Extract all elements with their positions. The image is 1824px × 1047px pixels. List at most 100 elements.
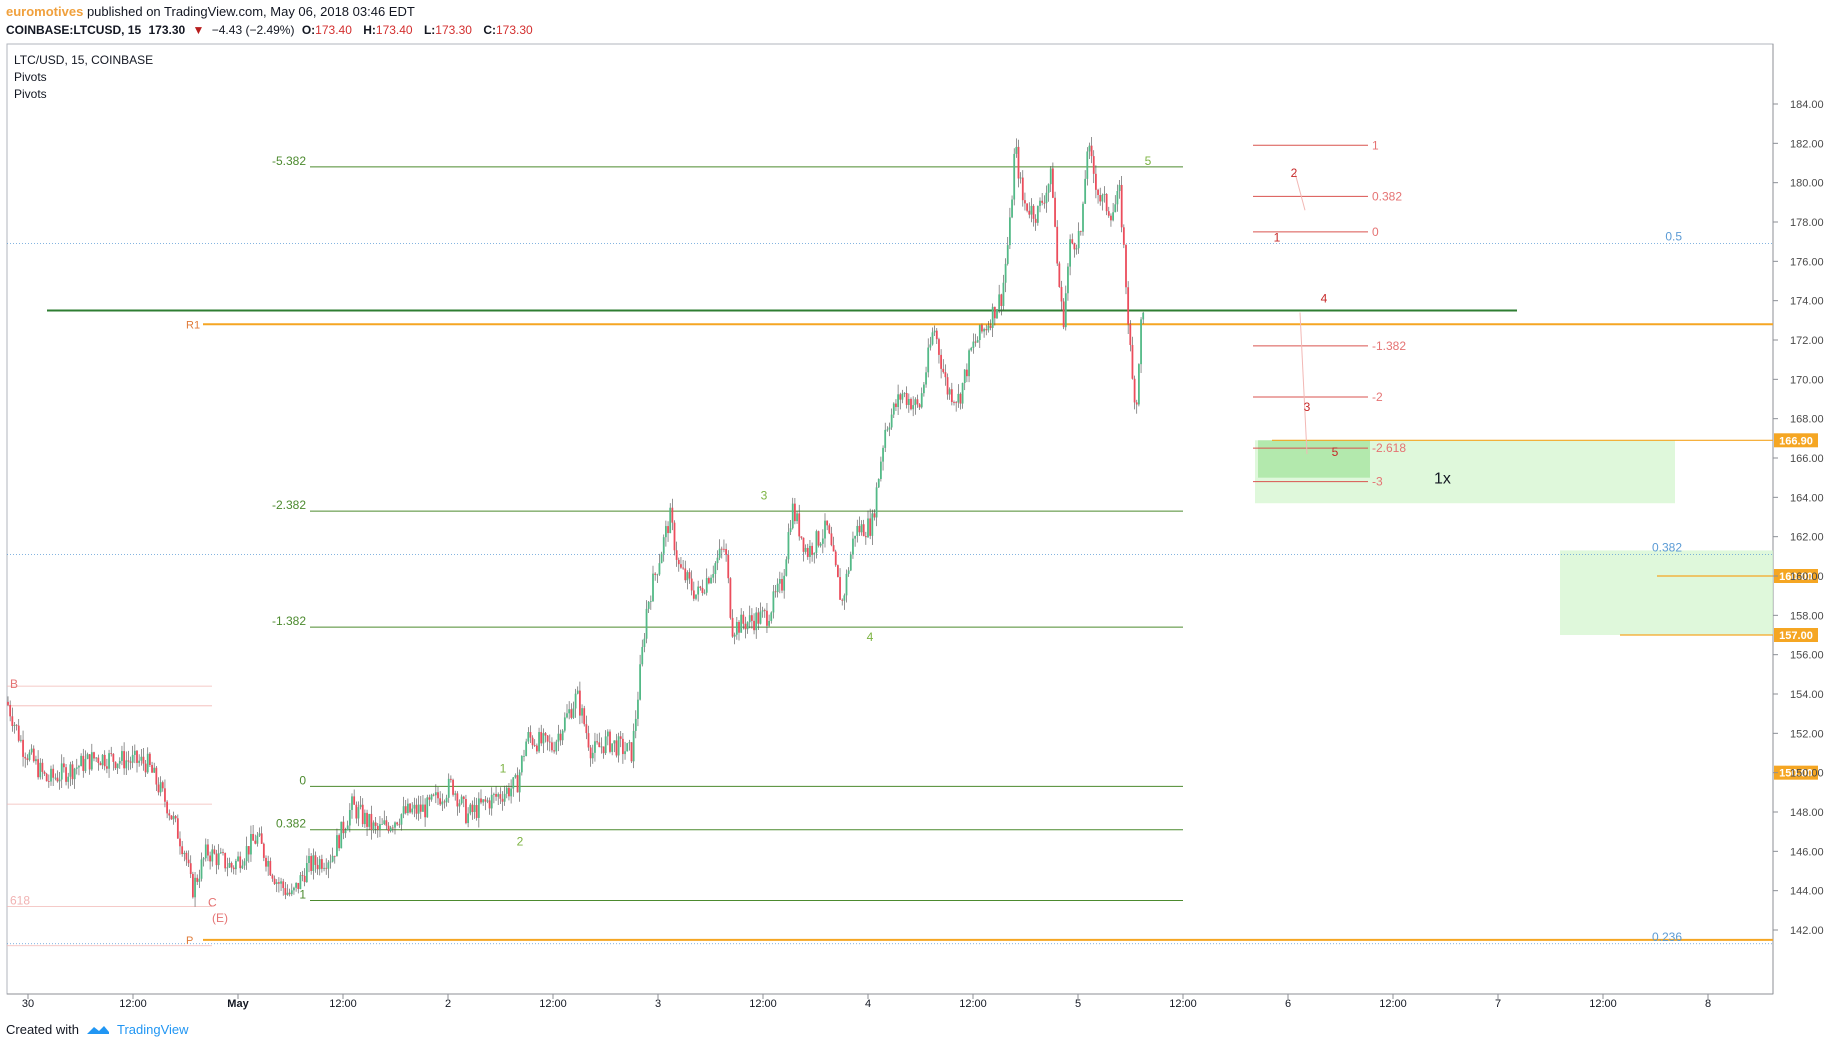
- candle-body: [110, 753, 113, 754]
- candle-body: [763, 610, 766, 612]
- candle-body: [740, 614, 743, 633]
- candle-body: [555, 741, 558, 752]
- x-tick-label: 3: [655, 998, 661, 1010]
- author-name[interactable]: euromotives: [6, 4, 84, 19]
- candle-body: [493, 793, 495, 795]
- candle-body: [1028, 210, 1031, 215]
- candle-body: [99, 762, 102, 766]
- fib-green-label: 1: [299, 888, 306, 902]
- candle-body: [570, 709, 573, 718]
- ohlc-close: C:173.30: [483, 23, 533, 37]
- pivot-r1-label: R1: [186, 319, 200, 331]
- candle-body: [1084, 178, 1087, 204]
- candle-body: [336, 835, 338, 857]
- candle-body: [47, 781, 50, 782]
- candle-body: [159, 782, 162, 793]
- candle-body: [656, 574, 659, 576]
- candle-body: [768, 620, 770, 626]
- candle-body: [1142, 312, 1145, 320]
- candle-body: [118, 760, 121, 764]
- x-tick-label: 2: [445, 998, 451, 1010]
- candle-body: [1133, 378, 1136, 403]
- candle-body: [1129, 324, 1132, 345]
- y-tick-label: 150.00: [1790, 768, 1824, 780]
- drawing-lines: [7, 144, 1773, 947]
- candle-body: [686, 572, 689, 581]
- candle-body: [430, 794, 433, 800]
- fib-red-label: -2.618: [1372, 441, 1406, 455]
- candle-body: [432, 794, 435, 796]
- candle-body: [52, 768, 55, 778]
- candle-body: [669, 507, 672, 534]
- candle-body: [576, 690, 579, 694]
- candle-body: [729, 578, 732, 618]
- candle-body: [916, 399, 919, 405]
- candle-body: [1034, 218, 1037, 223]
- candle-body: [837, 565, 839, 578]
- candle-body: [772, 591, 775, 613]
- candle-body: [497, 794, 500, 797]
- candle-body: [394, 822, 396, 828]
- candle-body: [1077, 230, 1080, 249]
- x-tick-label: 6: [1285, 998, 1291, 1010]
- candle-body: [106, 766, 108, 769]
- legend-indicator-2[interactable]: Pivots: [14, 87, 47, 101]
- candle-body: [510, 788, 512, 797]
- candle-body: [748, 615, 751, 623]
- candle-body: [88, 754, 91, 770]
- candle-body: [65, 767, 67, 782]
- x-tick-label: 5: [1075, 998, 1081, 1010]
- candle-body: [20, 739, 22, 741]
- candle-body: [940, 354, 942, 369]
- wave-label-red: 1: [1274, 231, 1281, 245]
- symbol-line: COINBASE:LTCUSD, 15: [6, 23, 142, 37]
- candle-body: [1062, 301, 1065, 328]
- candle-body: [692, 590, 695, 599]
- candle-body: [862, 524, 865, 537]
- candle-body: [499, 794, 502, 799]
- candle-body: [923, 384, 925, 394]
- candle-body: [557, 733, 560, 742]
- candle-body: [912, 405, 915, 410]
- candle-body: [71, 764, 74, 780]
- candle-body: [366, 812, 368, 827]
- candle-body: [265, 857, 267, 867]
- price-change: −4.43 (−2.49%): [211, 23, 295, 37]
- candle-body: [486, 800, 489, 802]
- candle-body: [445, 797, 448, 803]
- tradingview-brand[interactable]: TradingView: [116, 1022, 189, 1037]
- price-line-tag-label: 166.90: [1779, 435, 1813, 447]
- candle-body: [615, 740, 618, 756]
- candle-body: [643, 638, 646, 647]
- drawing-labels: 0.5 0.382 0.236 R1 P -5.382 -2.382 -1.382 0 0.382…: [10, 138, 1682, 947]
- candle-body: [905, 392, 908, 405]
- candle-body: [1127, 287, 1130, 325]
- chart-canvas[interactable]: 0.5 0.382 0.236 R1 P -5.382 -2.382 -1.382 0 0.382…: [0, 0, 1824, 1010]
- chart-pane-border: [6, 43, 1774, 995]
- candle-body: [1086, 151, 1089, 179]
- candle-body: [705, 578, 708, 593]
- candle-body: [383, 820, 386, 825]
- x-tick-label: 8: [1705, 998, 1711, 1010]
- x-tick-label: 30: [22, 998, 34, 1010]
- candle-body: [1088, 145, 1091, 152]
- candle-body: [673, 522, 676, 551]
- candle-body: [1120, 184, 1123, 228]
- y-tick-label: 146.00: [1790, 846, 1824, 858]
- candle-body: [280, 881, 282, 884]
- candle-body: [305, 863, 308, 883]
- candle-body: [907, 398, 910, 405]
- candle-body: [310, 856, 313, 871]
- candle-body: [318, 859, 321, 870]
- candle-body: [495, 793, 497, 797]
- candle-body: [211, 849, 214, 862]
- candle-body: [548, 741, 551, 743]
- candle-body: [1095, 173, 1097, 190]
- candle-body: [144, 763, 147, 773]
- candle-body: [15, 724, 18, 726]
- wave-label-red: 3: [1304, 400, 1311, 414]
- candle-body: [413, 804, 416, 809]
- candle-body: [574, 693, 577, 709]
- candle-body: [955, 402, 958, 404]
- legend-indicator-1[interactable]: Pivots: [14, 70, 47, 84]
